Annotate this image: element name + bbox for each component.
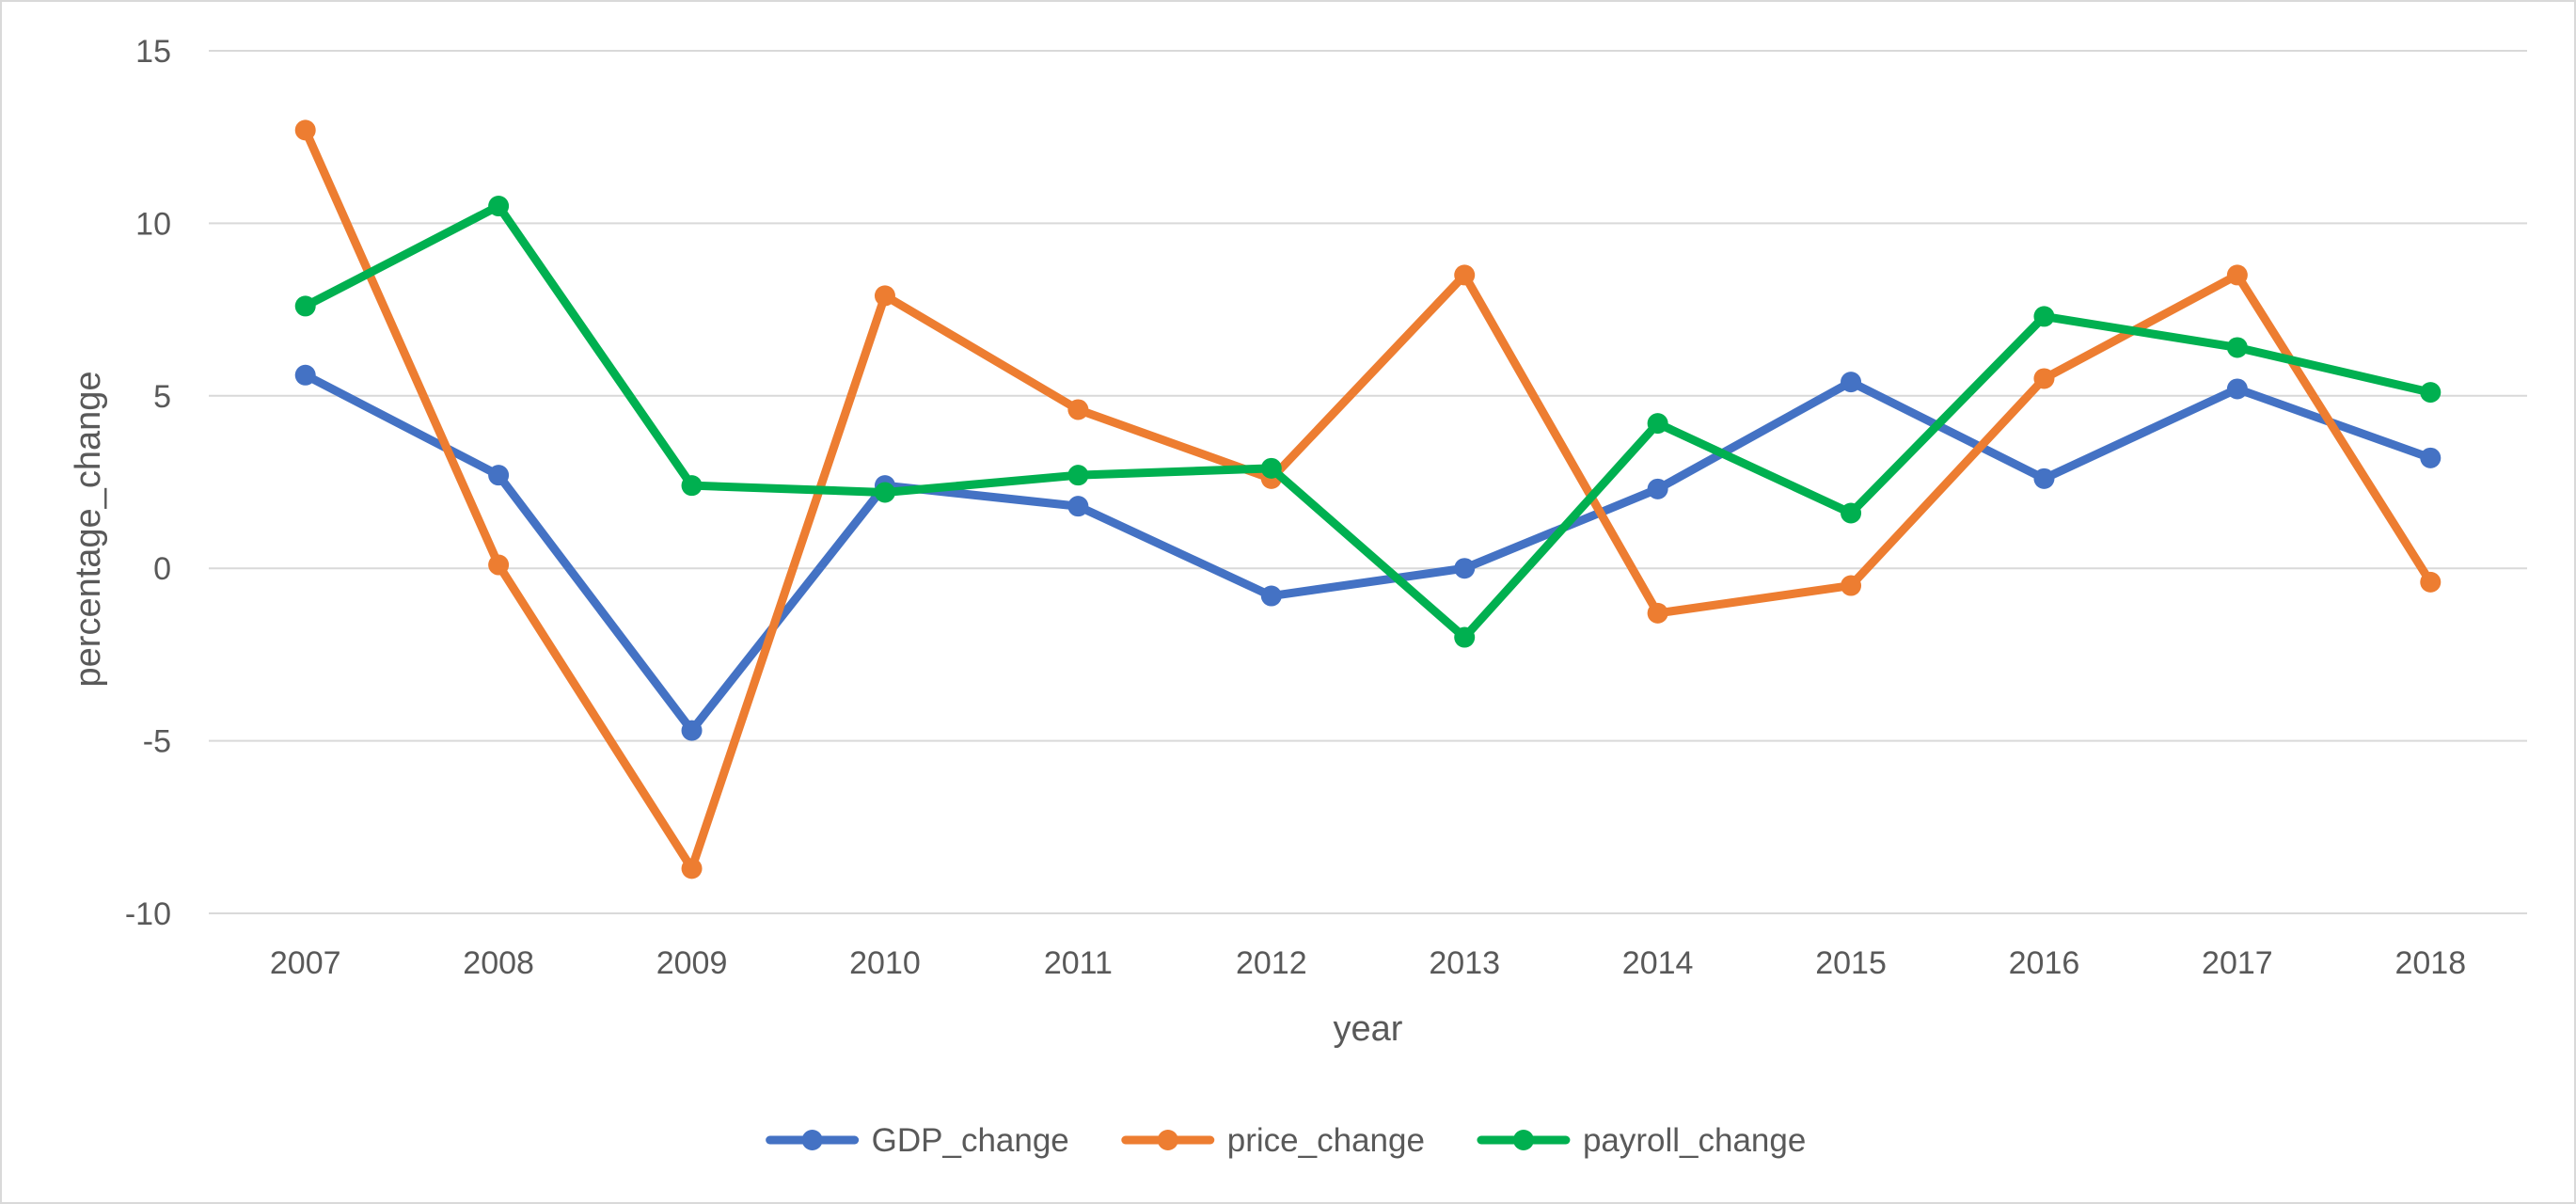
data-point (1454, 558, 1476, 579)
series-payroll_change (294, 196, 2442, 648)
data-point (1841, 372, 1862, 393)
data-point (1841, 502, 1862, 524)
y-axis-ticks: -10 -5 0 5 10 15 (125, 34, 171, 932)
data-point (681, 475, 703, 497)
series-line (301, 201, 2435, 642)
legend-item-payroll_change: payroll_change (1477, 1122, 1806, 1159)
data-point (1841, 575, 1862, 596)
data-point (681, 720, 703, 741)
legend-swatch-marker (1157, 1130, 1178, 1150)
x-tick-label: 2018 (2394, 945, 2466, 981)
data-point (294, 295, 316, 317)
y-tick-label: -10 (125, 896, 171, 932)
x-tick-label: 2014 (1622, 945, 1694, 981)
data-point (681, 858, 703, 879)
x-tick-label: 2015 (1815, 945, 1887, 981)
legend-label: GDP_change (872, 1122, 1069, 1159)
x-tick-label: 2013 (1429, 945, 1500, 981)
x-axis-ticks: 2007 2008 2009 2010 2011 2012 2013 2014 2015 2016… (270, 945, 2466, 981)
data-point (2420, 447, 2442, 468)
data-point (1647, 478, 1668, 499)
x-tick-label: 2009 (656, 945, 728, 981)
data-point (1260, 457, 1282, 479)
gridlines (209, 50, 2527, 914)
data-point (1647, 413, 1668, 435)
x-tick-label: 2016 (2009, 945, 2080, 981)
data-point (2033, 368, 2055, 389)
data-point (2033, 467, 2055, 489)
x-axis-title: year (1334, 1009, 1403, 1049)
data-point (1454, 264, 1476, 286)
y-tick-label: 5 (153, 379, 171, 415)
data-point (1067, 465, 1089, 486)
data-point (1454, 626, 1476, 648)
data-point (1067, 399, 1089, 420)
data-point (488, 465, 510, 486)
y-tick-label: 10 (135, 206, 171, 242)
data-point (1647, 602, 1668, 624)
y-tick-label: -5 (143, 724, 171, 760)
data-point (2226, 337, 2248, 358)
data-point (1260, 585, 1282, 607)
legend-label: payroll_change (1583, 1122, 1806, 1159)
series-line (301, 371, 2435, 736)
y-tick-label: 15 (135, 34, 171, 70)
x-tick-label: 2010 (849, 945, 921, 981)
data-point (294, 364, 316, 386)
data-point (2033, 306, 2055, 327)
legend-swatch-marker (801, 1130, 823, 1150)
x-tick-label: 2012 (1236, 945, 1307, 981)
x-tick-label: 2007 (270, 945, 341, 981)
data-point (294, 119, 316, 141)
data-point (1067, 496, 1089, 517)
data-point (2420, 382, 2442, 404)
data-point (874, 482, 895, 503)
data-point (874, 285, 895, 307)
series-price_change (294, 119, 2442, 879)
data-point (2226, 264, 2248, 286)
data-point (2226, 378, 2248, 400)
data-point (488, 196, 510, 217)
x-tick-label: 2008 (463, 945, 534, 981)
x-tick-label: 2017 (2202, 945, 2273, 981)
legend-item-price_change: price_change (1121, 1122, 1425, 1159)
legend-item-GDP_change: GDP_change (766, 1122, 1069, 1159)
series-line (301, 125, 2435, 873)
y-axis-title: percentage_change (69, 372, 108, 688)
series-lines (294, 119, 2442, 879)
legend: GDP_change price_change payroll_change (766, 1122, 1806, 1159)
data-point (2420, 571, 2442, 593)
y-tick-label: 0 (153, 551, 171, 587)
data-point (488, 554, 510, 576)
legend-swatch-marker (1512, 1130, 1534, 1150)
x-tick-label: 2011 (1044, 945, 1113, 981)
legend-label: price_change (1227, 1122, 1425, 1159)
